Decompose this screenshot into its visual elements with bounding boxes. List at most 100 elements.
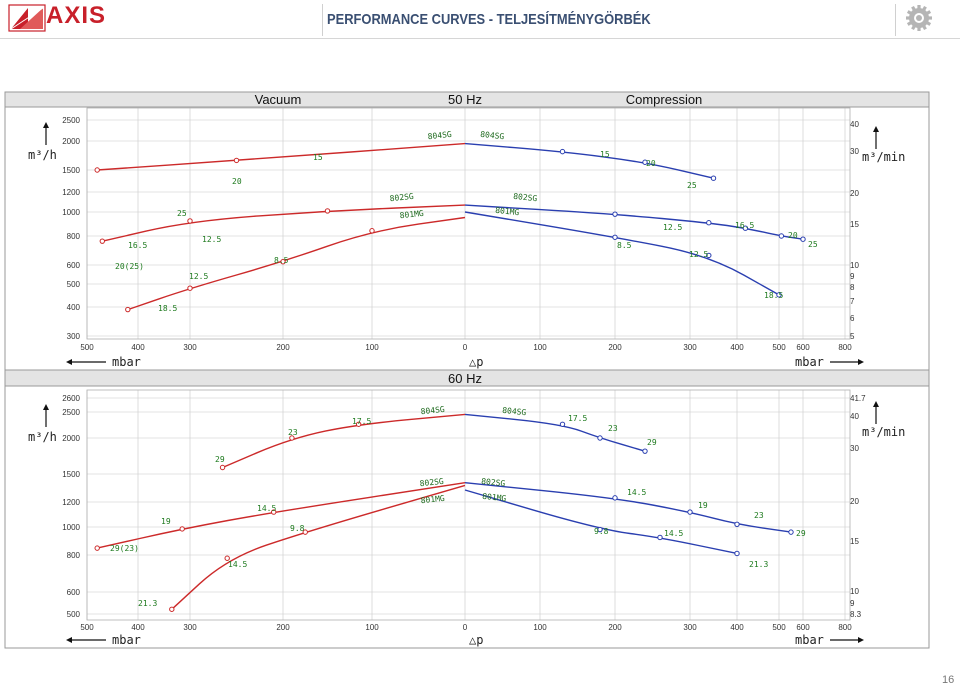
y-tick-label-right: 8.3	[850, 610, 862, 619]
x-tick-label-compression: 800	[838, 343, 852, 352]
data-point-804SG	[710, 175, 717, 181]
x-unit-compression-arrowhead	[858, 359, 864, 365]
y-tick-label-right: 40	[850, 120, 859, 129]
x-tick-label-vacuum: 300	[183, 623, 197, 632]
data-label: 14.5	[627, 488, 646, 497]
series-line-804SG-compression	[464, 142, 714, 179]
series-line-804SG-vacuum	[222, 413, 466, 469]
data-label: 12.5	[189, 272, 208, 281]
y-tick-label-right: 7	[850, 297, 855, 306]
series-label: 802SG	[481, 477, 506, 488]
data-label: 23	[754, 511, 764, 520]
data-point-801MG	[125, 306, 131, 313]
data-label: 14.5	[257, 504, 276, 513]
y-unit-right-arrowhead	[873, 126, 879, 132]
x-tick-label-compression: 100	[533, 623, 547, 632]
y-tick-label-right: 30	[850, 444, 859, 453]
series-line-802SG-compression	[464, 204, 804, 240]
data-label: 15	[313, 153, 323, 162]
y-tick-label-right: 10	[850, 261, 859, 270]
series-label: 804SG	[420, 405, 445, 416]
series-line-801MG-compression	[464, 211, 780, 296]
vacuum-title: Vacuum	[255, 92, 302, 107]
x-tick-label-vacuum: 400	[131, 343, 145, 352]
data-point-801MG	[302, 529, 308, 535]
series-line-801MG-vacuum	[127, 216, 466, 311]
x-unit-vacuum-arrowhead	[66, 359, 72, 365]
data-label: 12.5	[663, 223, 682, 232]
page-title: PERFORMANCE CURVES - TELJESÍTMÉNYGÖRBÉK	[327, 11, 651, 28]
data-label: 12.5	[202, 235, 221, 244]
y-tick-label-left: 800	[67, 551, 81, 560]
series-label: 804SG	[427, 130, 452, 141]
x-tick-label-vacuum: 100	[365, 623, 379, 632]
data-point-801MG	[597, 526, 603, 533]
data-point-804SG	[559, 421, 566, 427]
y-tick-label-right: 15	[850, 537, 859, 546]
x-unit-vacuum: mbar	[112, 633, 141, 647]
x-tick-label-vacuum: 500	[80, 343, 94, 352]
x-unit-compression: mbar	[795, 355, 824, 369]
y-tick-label-left: 1200	[62, 498, 80, 507]
chart-title: 50 Hz	[448, 92, 482, 107]
y-tick-label-right: 6	[850, 314, 855, 323]
y-tick-label-right: 9	[850, 272, 855, 281]
y-tick-label-left: 2000	[62, 137, 80, 146]
series-label: 804SG	[480, 130, 505, 141]
x-tick-label-compression: 300	[683, 343, 697, 352]
y-tick-label-right: 40	[850, 412, 859, 421]
x-axis-label: △p	[469, 355, 483, 369]
data-label: 16.5	[128, 241, 147, 250]
data-point-802SG	[778, 233, 785, 239]
data-point-804SG	[94, 167, 100, 173]
y-tick-label-right: 8	[850, 283, 855, 292]
data-label: 29(23)	[110, 544, 139, 553]
header-divider	[895, 4, 896, 36]
data-label: 9.8	[594, 527, 609, 536]
data-point-804SG	[289, 435, 295, 441]
y-tick-label-left: 500	[67, 610, 81, 619]
x-tick-label-vacuum: 0	[463, 343, 468, 352]
series-label: 802SG	[513, 192, 538, 203]
series-line-804SG-vacuum	[97, 142, 466, 171]
x-tick-label-compression: 400	[730, 343, 744, 352]
y-unit-left-arrowhead	[43, 122, 49, 128]
data-point-801MG	[657, 534, 663, 541]
x-tick-label-vacuum: 200	[276, 623, 290, 632]
data-label: 21.3	[749, 560, 768, 569]
data-point-801MG	[612, 234, 618, 240]
y-tick-label-left: 800	[67, 232, 81, 241]
x-unit-vacuum: mbar	[112, 355, 141, 369]
data-point-804SG	[219, 464, 226, 471]
header-rule	[0, 38, 960, 39]
data-point-802SG	[612, 211, 618, 217]
data-label: 15	[600, 150, 610, 159]
data-point-802SG	[687, 509, 693, 515]
y-unit-left: m³/h	[28, 148, 57, 162]
header-divider	[322, 4, 323, 36]
y-tick-label-left: 2600	[62, 394, 80, 403]
x-tick-label-compression: 300	[683, 623, 697, 632]
x-tick-label-compression: 600	[796, 343, 810, 352]
series-label: 804SG	[502, 406, 527, 417]
x-tick-label-vacuum: 100	[365, 343, 379, 352]
y-tick-label-right: 5	[850, 332, 855, 341]
data-point-804SG	[233, 157, 240, 164]
data-label: 18.5	[158, 304, 177, 313]
y-unit-right: m³/min	[862, 425, 905, 439]
data-point-802SG	[788, 529, 794, 535]
data-label: 29	[796, 529, 806, 538]
series-label: 801MG	[482, 492, 507, 503]
y-tick-label-left: 300	[67, 332, 81, 341]
y-tick-label-right: 30	[850, 147, 859, 156]
y-tick-label-right: 41.7	[850, 394, 866, 403]
y-tick-label-left: 1000	[62, 208, 80, 217]
data-point-802SG	[324, 208, 331, 214]
data-point-802SG	[742, 225, 749, 231]
x-tick-label-compression: 600	[796, 623, 810, 632]
y-tick-label-left: 500	[67, 280, 81, 289]
x-tick-label-compression: 200	[608, 343, 622, 352]
data-label: 23	[608, 424, 618, 433]
data-point-802SG	[612, 495, 618, 501]
plot-area	[86, 107, 851, 340]
